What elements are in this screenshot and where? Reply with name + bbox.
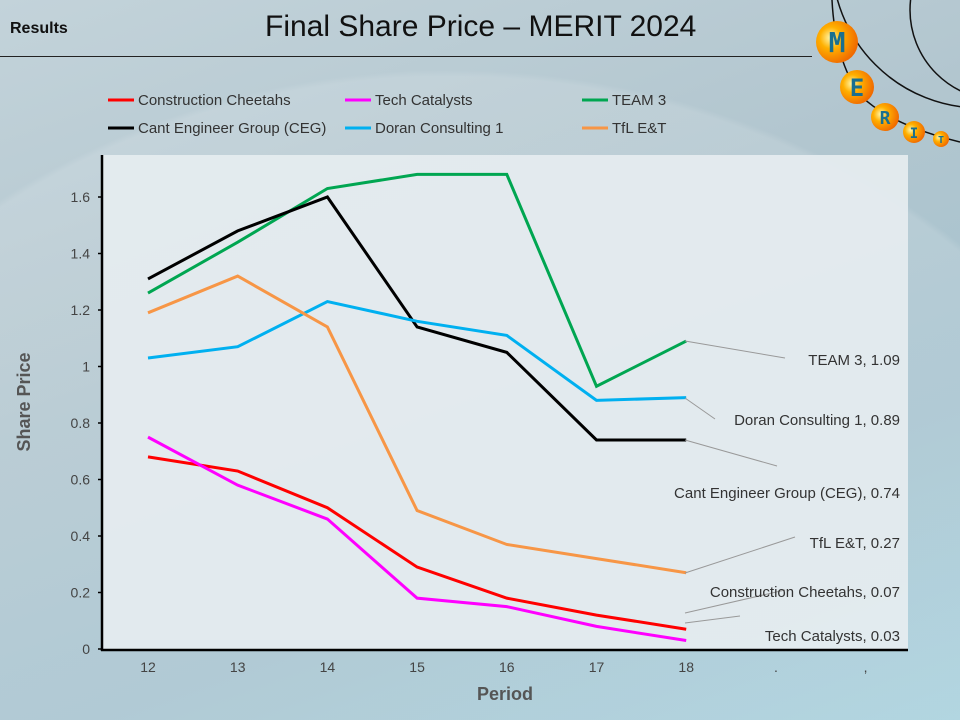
x-tick-label: 12 [140,659,156,675]
y-tick-label: 0.6 [71,472,91,488]
y-tick-label: 1.4 [71,246,91,262]
y-axis-title: Share Price [14,352,34,451]
y-tick-label: 0 [82,641,90,657]
y-tick-label: 0.2 [71,585,91,601]
svg-text:I: I [910,126,918,142]
plot-area [102,155,908,650]
x-tick-label: 15 [409,659,425,675]
y-tick-label: 0.8 [71,415,91,431]
data-label-leader [684,439,778,467]
data-label: TfL E&T, 0.27 [810,535,900,552]
x-tick-label: 16 [499,659,515,675]
y-tick-label: 1 [82,359,90,375]
data-label: Doran Consulting 1, 0.89 [734,412,900,429]
x-tick-label: 13 [230,659,246,675]
legend-label: Construction Cheetahs [138,92,291,109]
data-label-leader [684,397,716,420]
legend-label: TEAM 3 [612,92,666,109]
data-label-leader [684,340,786,359]
merit-logo: M E R I T [816,0,960,147]
data-label-leader [684,536,796,574]
data-label: TEAM 3, 1.09 [808,352,900,369]
header-divider [0,56,812,57]
data-label: Construction Cheetahs, 0.07 [710,584,900,601]
x-tick-label: 18 [678,659,694,675]
svg-text:E: E [850,74,864,102]
svg-text:R: R [880,108,891,129]
data-label: Tech Catalysts, 0.03 [765,628,900,645]
legend-label: Tech Catalysts [375,92,473,109]
legend-label: Cant Engineer Group (CEG) [138,120,326,137]
x-tick-label: . [774,659,778,675]
y-tick-label: 1.2 [71,302,91,318]
x-axis-title: Period [477,684,533,704]
svg-text:T: T [938,135,944,146]
x-tick-label: , [864,659,868,675]
legend-label: Doran Consulting 1 [375,120,503,137]
page-title: Final Share Price – MERIT 2024 [265,10,697,43]
x-tick-label: 17 [589,659,605,675]
section-label: Results [10,20,68,37]
svg-text:M: M [829,26,846,59]
data-label-leader [684,615,741,624]
data-label: Cant Engineer Group (CEG), 0.74 [674,485,900,502]
y-tick-label: 1.6 [71,189,91,205]
legend-label: TfL E&T [612,120,666,137]
data-label-leader [684,589,786,614]
y-tick-label: 0.4 [71,528,91,544]
x-tick-label: 14 [320,659,336,675]
